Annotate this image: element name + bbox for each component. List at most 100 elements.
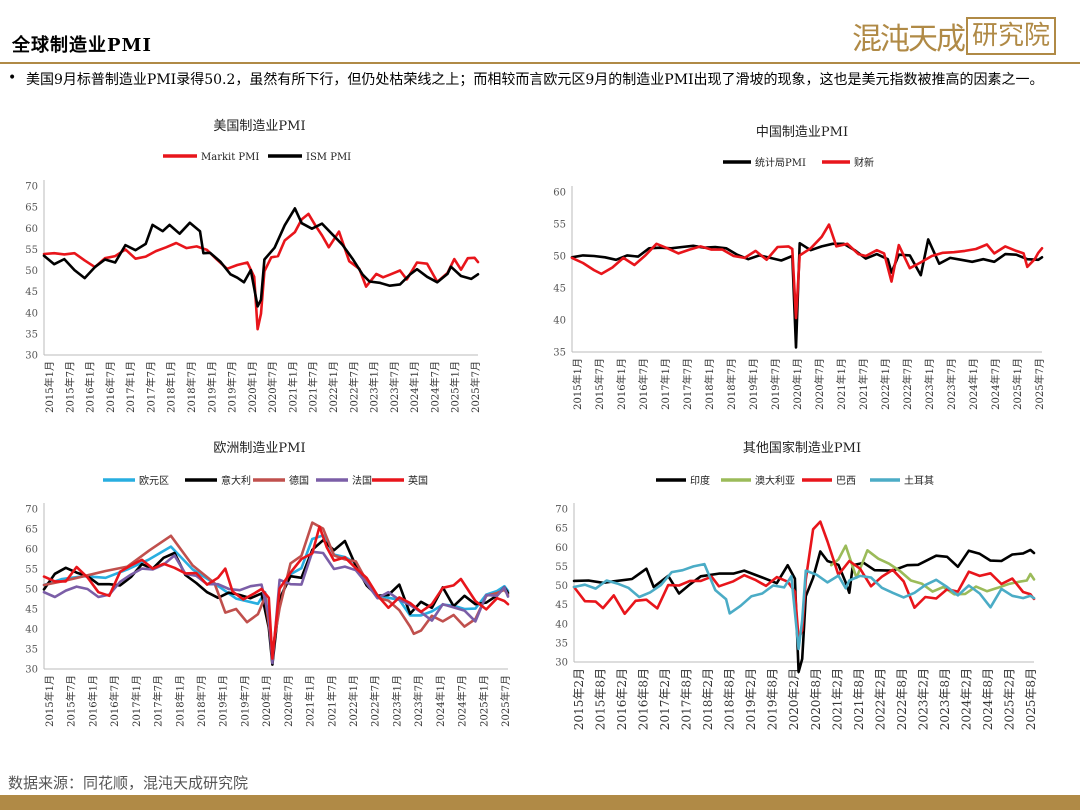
x-tick-label: 2025年1月 [477, 675, 490, 727]
y-tick-label: 70 [25, 182, 38, 193]
x-tick-label: 2021年2月 [830, 668, 844, 730]
x-tick-label: 2021年7月 [857, 358, 870, 410]
y-tick-label: 65 [25, 203, 38, 214]
series-line [42, 525, 510, 660]
y-tick-label: 40 [553, 316, 566, 327]
x-tick-label: 2025年1月 [449, 361, 462, 413]
legend-label: Markit PMI [201, 152, 259, 163]
series-line [42, 538, 510, 666]
legend-label: 统计局PMI [755, 156, 806, 169]
x-tick-label: 2022年7月 [369, 675, 382, 727]
footer-bar [0, 795, 1080, 810]
y-tick-label: 65 [555, 524, 568, 535]
x-tick-label: 2021年1月 [835, 358, 848, 410]
x-tick-label: 2023年7月 [412, 675, 425, 727]
y-tick-label: 45 [25, 287, 38, 298]
chart-title: 欧洲制造业PMI [213, 441, 305, 456]
x-tick-label: 2018年7月 [185, 361, 198, 413]
x-tick-label: 2015年1月 [43, 361, 56, 413]
x-tick-label: 2017年2月 [658, 668, 672, 730]
x-tick-label: 2022年7月 [901, 358, 914, 410]
x-tick-label: 2015年1月 [43, 675, 56, 727]
y-tick-label: 35 [555, 638, 568, 649]
y-tick-label: 30 [25, 665, 38, 676]
x-tick-label: 2020年1月 [791, 358, 804, 410]
x-tick-label: 2021年7月 [307, 361, 320, 413]
x-tick-label: 2020年8月 [809, 668, 823, 730]
x-tick-label: 2018年1月 [173, 675, 186, 727]
series-line [570, 223, 1044, 320]
x-tick-label: 2020年2月 [787, 668, 801, 730]
legend-label: 印度 [690, 474, 710, 487]
x-tick-label: 2023年1月 [923, 358, 936, 410]
x-tick-label: 2016年7月 [108, 675, 121, 727]
y-tick-label: 35 [25, 645, 38, 656]
x-tick-label: 2017年1月 [659, 358, 672, 410]
logo-box-text: 研究院 [965, 17, 1056, 55]
x-tick-label: 2018年1月 [165, 361, 178, 413]
y-tick-label: 45 [25, 605, 38, 616]
legend-label: 欧元区 [139, 475, 169, 487]
x-tick-label: 2018年1月 [703, 358, 716, 410]
x-tick-label: 2019年1月 [747, 358, 760, 410]
x-tick-label: 2017年7月 [152, 675, 165, 727]
x-tick-label: 2015年7月 [63, 361, 76, 413]
intro-paragraph: 美国9月标普制造业PMI录得50.2，虽然有所下行，但仍处枯荣线之上；而相较而言… [26, 72, 1044, 88]
y-tick-label: 60 [25, 224, 38, 235]
x-tick-label: 2018年7月 [195, 675, 208, 727]
x-tick-label: 2018年8月 [723, 668, 737, 730]
x-tick-label: 2019年2月 [744, 668, 758, 730]
header-divider [0, 62, 1080, 64]
x-tick-label: 2022年7月 [347, 361, 360, 413]
x-tick-label: 2016年1月 [86, 675, 99, 727]
europe-pmi-chart: 欧洲制造业PMI 欧元区 意大利 德国 法国 英国 30 35 40 45 50 55 60 65 70 20… [25, 441, 512, 727]
x-tick-label: 2023年2月 [916, 668, 930, 730]
x-tick-label: 2022年8月 [895, 668, 909, 730]
x-tick-label: 2024年2月 [959, 668, 973, 730]
x-tick-label: 2017年7月 [144, 361, 157, 413]
x-tick-label: 2015年7月 [593, 358, 606, 410]
x-tick-label: 2022年1月 [327, 361, 340, 413]
y-tick-label: 50 [555, 581, 568, 592]
x-tick-label: 2025年7月 [469, 361, 482, 413]
us-pmi-chart: 美国制造业PMI Markit PMI ISM PMI 30 35 40 45 50 55 60 6… [25, 119, 482, 413]
x-tick-label: 2017年1月 [124, 361, 137, 413]
x-tick-label: 2022年1月 [879, 358, 892, 410]
x-tick-label: 2017年1月 [130, 675, 143, 727]
x-tick-label: 2020年1月 [260, 675, 273, 727]
x-tick-label: 2019年7月 [226, 361, 239, 413]
x-tick-label: 2015年8月 [594, 668, 608, 730]
x-tick-label: 2020年7月 [813, 358, 826, 410]
data-source-note: 数据来源：同花顺，混沌天成研究院 [8, 774, 249, 792]
series-line [42, 521, 510, 653]
y-tick-label: 55 [25, 565, 38, 576]
y-tick-label: 35 [25, 329, 38, 340]
company-logo: 混沌天成 研究院 [852, 14, 1056, 58]
x-tick-label: 2019年8月 [766, 668, 780, 730]
x-tick-label: 2021年7月 [325, 675, 338, 727]
logo-text: 混沌天成 [851, 22, 966, 57]
x-tick-label: 2024年7月 [989, 358, 1002, 410]
y-tick-label: 35 [553, 348, 566, 359]
legend-label: 法国 [352, 474, 372, 487]
x-tick-label: 2022年1月 [347, 675, 360, 727]
x-tick-label: 2016年1月 [84, 361, 97, 413]
x-tick-label: 2018年2月 [701, 668, 715, 730]
x-tick-label: 2015年1月 [571, 358, 584, 410]
x-tick-label: 2021年1月 [304, 675, 317, 727]
x-tick-label: 2024年1月 [434, 675, 447, 727]
legend-label: 巴西 [836, 475, 856, 487]
y-tick-label: 40 [555, 619, 568, 630]
x-tick-label: 2024年7月 [456, 675, 469, 727]
x-tick-label: 2024年1月 [408, 361, 421, 413]
y-tick-label: 70 [555, 505, 568, 516]
x-tick-label: 2019年7月 [769, 358, 782, 410]
y-tick-label: 70 [25, 505, 38, 516]
x-tick-label: 2023年7月 [945, 358, 958, 410]
y-tick-label: 30 [25, 351, 38, 362]
x-tick-label: 2021年1月 [286, 361, 299, 413]
x-tick-label: 2025年7月 [499, 675, 512, 727]
series-line [42, 212, 480, 331]
chart-title: 中国制造业PMI [756, 125, 848, 140]
x-tick-label: 2025年1月 [1011, 358, 1024, 410]
